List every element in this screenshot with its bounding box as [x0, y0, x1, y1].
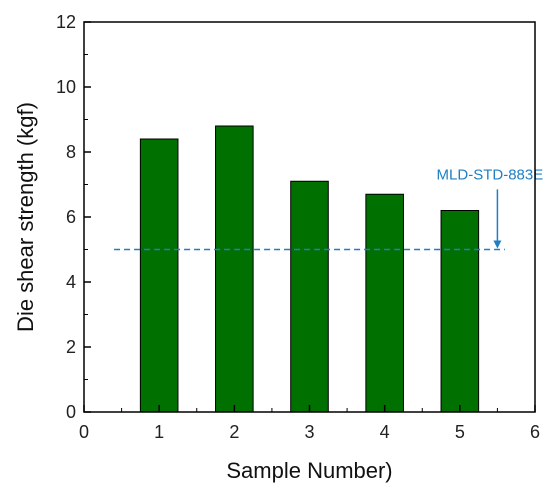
x-tick-label: 5: [455, 422, 465, 442]
reference-line-label: MLD-STD-883E: [437, 167, 544, 184]
x-tick-label: 2: [229, 422, 239, 442]
x-tick-label: 4: [380, 422, 390, 442]
x-tick-label: 1: [154, 422, 164, 442]
y-tick-label: 0: [66, 402, 76, 422]
y-tick-label: 10: [56, 77, 76, 97]
x-axis-ticks: 0 1 2 3 4 5 6: [79, 405, 540, 442]
bars-group: [139, 125, 480, 413]
y-axis-title: Die shear strength (kgf): [13, 102, 38, 332]
y-axis-ticks: 0 2 4 6 8 10 12: [56, 12, 91, 422]
reference-line-group: MLD-STD-883E: [114, 167, 544, 251]
x-axis-title: Sample Number): [226, 458, 392, 483]
bar-sample-4: [365, 193, 404, 413]
y-tick-label: 2: [66, 337, 76, 357]
y-tick-label: 4: [66, 272, 76, 292]
bar-sample-5: [440, 210, 480, 413]
bar-sample-3: [290, 180, 329, 413]
annotation-arrow-head: [493, 240, 502, 249]
x-tick-label: 0: [79, 422, 89, 442]
y-tick-label: 12: [56, 12, 76, 32]
bar-sample-2: [215, 125, 254, 413]
x-tick-label: 3: [304, 422, 314, 442]
y-tick-label: 6: [66, 207, 76, 227]
bar-sample-1: [139, 138, 179, 413]
x-tick-label: 6: [530, 422, 540, 442]
y-tick-label: 8: [66, 142, 76, 162]
